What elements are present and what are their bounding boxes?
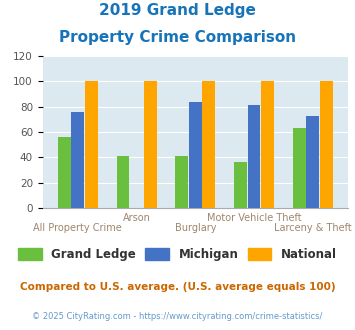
Bar	[202, 82, 215, 208]
Text: Burglary: Burglary	[175, 223, 216, 233]
Bar	[189, 102, 202, 208]
Bar	[85, 82, 98, 208]
Text: Motor Vehicle Theft: Motor Vehicle Theft	[207, 213, 301, 223]
Bar	[234, 162, 247, 208]
Text: 2019 Grand Ledge: 2019 Grand Ledge	[99, 3, 256, 18]
Bar	[175, 156, 188, 208]
Text: Arson: Arson	[122, 213, 151, 223]
Legend: Grand Ledge, Michigan, National: Grand Ledge, Michigan, National	[13, 244, 342, 266]
Text: Larceny & Theft: Larceny & Theft	[274, 223, 351, 233]
Bar	[293, 128, 306, 208]
Bar	[247, 105, 261, 208]
Bar	[143, 82, 157, 208]
Bar	[116, 156, 130, 208]
Text: All Property Crime: All Property Crime	[33, 223, 122, 233]
Bar	[71, 112, 84, 208]
Bar	[306, 115, 319, 208]
Text: © 2025 CityRating.com - https://www.cityrating.com/crime-statistics/: © 2025 CityRating.com - https://www.city…	[32, 312, 323, 321]
Bar	[58, 137, 71, 208]
Text: Property Crime Comparison: Property Crime Comparison	[59, 30, 296, 45]
Text: Compared to U.S. average. (U.S. average equals 100): Compared to U.S. average. (U.S. average …	[20, 282, 335, 292]
Bar	[320, 82, 333, 208]
Bar	[261, 82, 274, 208]
